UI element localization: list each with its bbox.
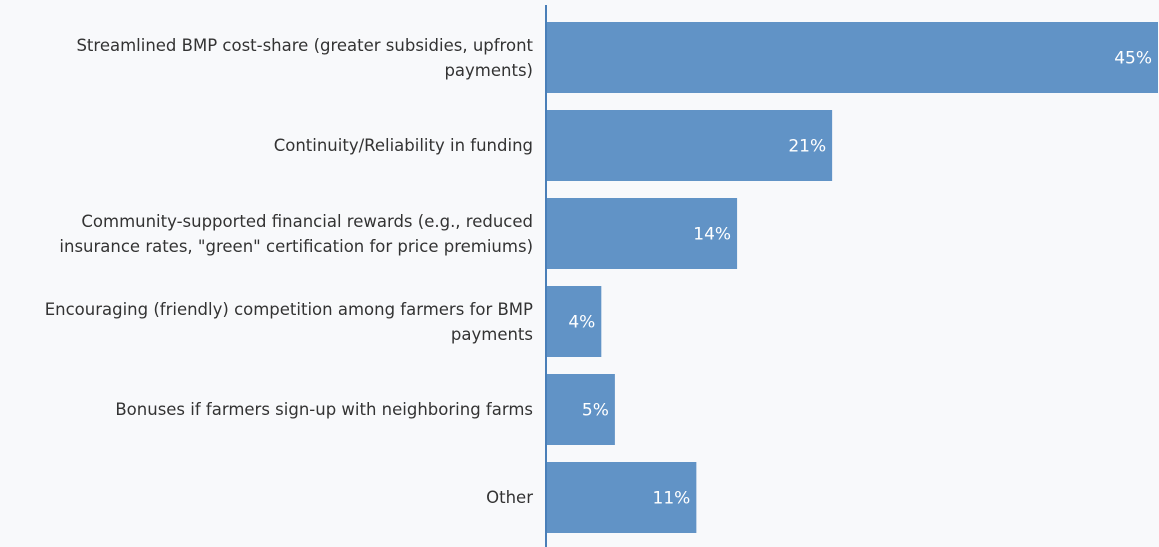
category-text: Encouraging (friendly) competition among… bbox=[44, 299, 533, 344]
category-label: Encouraging (friendly) competition among… bbox=[0, 286, 533, 357]
category-text: Streamlined BMP cost-share (greater subs… bbox=[76, 35, 533, 80]
category-text: Continuity/Reliability in funding bbox=[273, 136, 533, 155]
category-text: Other bbox=[486, 488, 533, 507]
value-label: 21% bbox=[788, 137, 826, 157]
category-label: Continuity/Reliability in funding bbox=[0, 110, 533, 181]
category-text: Bonuses if farmers sign-up with neighbor… bbox=[115, 400, 533, 419]
category-label: Other bbox=[0, 462, 533, 533]
bar bbox=[547, 286, 602, 357]
value-label: 4% bbox=[568, 313, 595, 333]
category-text: Community-supported financial rewards (e… bbox=[59, 211, 533, 256]
value-label: 11% bbox=[653, 489, 691, 509]
bar bbox=[547, 22, 1158, 93]
bar bbox=[547, 374, 615, 445]
category-label: Community-supported financial rewards (e… bbox=[0, 198, 533, 269]
value-label: 14% bbox=[693, 225, 731, 245]
value-label: 5% bbox=[582, 401, 609, 421]
bar bbox=[547, 110, 833, 181]
bar bbox=[547, 198, 738, 269]
value-label: 45% bbox=[1114, 49, 1152, 69]
bar bbox=[547, 462, 697, 533]
category-label: Bonuses if farmers sign-up with neighbor… bbox=[0, 374, 533, 445]
category-label: Streamlined BMP cost-share (greater subs… bbox=[0, 22, 533, 93]
